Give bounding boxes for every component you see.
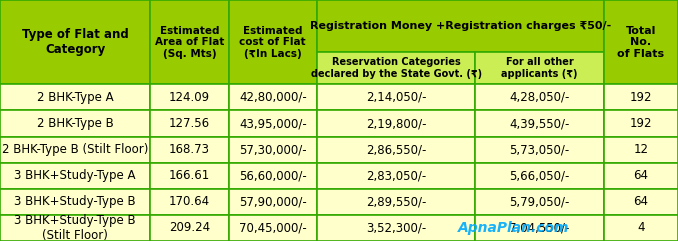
Bar (317, 137, 475, 163)
Text: 64: 64 (633, 169, 648, 182)
Bar (604, 163, 678, 189)
Text: 2 BHK-Type B (Stilt Floor): 2 BHK-Type B (Stilt Floor) (2, 143, 148, 156)
Text: 5,66,050/-: 5,66,050/- (509, 169, 570, 182)
Bar (604, 189, 678, 215)
Bar (317, 163, 475, 189)
Text: 2,86,550/-: 2,86,550/- (366, 143, 426, 156)
Bar (0, 0, 151, 84)
Bar (475, 137, 604, 163)
Text: Estimated
Area of Flat
(Sq. Mts): Estimated Area of Flat (Sq. Mts) (155, 26, 224, 59)
Text: Registration Money +Registration charges ₹50/-: Registration Money +Registration charges… (310, 21, 611, 31)
Text: 5,79,050/-: 5,79,050/- (509, 195, 570, 208)
Text: 124.09: 124.09 (169, 91, 210, 104)
Text: 2,14,050/-: 2,14,050/- (366, 91, 426, 104)
Text: Reservation Categories
declared by the State Govt. (₹): Reservation Categories declared by the S… (311, 58, 482, 79)
Text: Estimated
cost of Flat
(₹In Lacs): Estimated cost of Flat (₹In Lacs) (239, 26, 306, 59)
Bar (151, 189, 228, 215)
Text: 57,90,000/-: 57,90,000/- (239, 195, 306, 208)
Bar (0, 84, 151, 110)
Text: 4,28,050/-: 4,28,050/- (509, 91, 570, 104)
Bar (0, 163, 151, 189)
Bar (604, 137, 678, 163)
Bar (151, 0, 228, 84)
Bar (604, 110, 678, 137)
Bar (228, 84, 317, 110)
Text: 2,19,800/-: 2,19,800/- (366, 117, 426, 130)
Bar (317, 52, 475, 84)
Bar (317, 84, 475, 110)
Bar (228, 0, 317, 84)
Text: 170.64: 170.64 (169, 195, 210, 208)
Bar (228, 110, 317, 137)
Bar (604, 215, 678, 241)
Text: ApnaPlan.com: ApnaPlan.com (458, 221, 570, 235)
Bar (228, 189, 317, 215)
Text: 43,95,000/-: 43,95,000/- (239, 117, 306, 130)
Text: 12: 12 (633, 143, 648, 156)
Text: 64: 64 (633, 195, 648, 208)
Text: 42,80,000/-: 42,80,000/- (239, 91, 306, 104)
Bar (228, 215, 317, 241)
Bar (475, 52, 604, 84)
Text: 3,52,300/-: 3,52,300/- (366, 221, 426, 234)
Text: 56,60,000/-: 56,60,000/- (239, 169, 306, 182)
Text: 2,83,050/-: 2,83,050/- (366, 169, 426, 182)
Text: 2,89,550/-: 2,89,550/- (366, 195, 426, 208)
Bar (475, 215, 604, 241)
Bar (604, 84, 678, 110)
Bar (475, 110, 604, 137)
Text: 3 BHK+Study-Type B
(Stilt Floor): 3 BHK+Study-Type B (Stilt Floor) (14, 214, 136, 241)
Bar (0, 215, 151, 241)
Bar (228, 163, 317, 189)
Bar (0, 110, 151, 137)
Bar (151, 137, 228, 163)
Text: 2 BHK-Type A: 2 BHK-Type A (37, 91, 113, 104)
Text: 2 BHK-Type B: 2 BHK-Type B (37, 117, 114, 130)
Text: 7,04,550/-: 7,04,550/- (509, 221, 570, 234)
Bar (151, 110, 228, 137)
Bar (0, 189, 151, 215)
Text: Type of Flat and
Category: Type of Flat and Category (22, 28, 129, 56)
Text: 3 BHK+Study-Type B: 3 BHK+Study-Type B (14, 195, 136, 208)
Bar (604, 0, 678, 84)
Text: 70,45,000/-: 70,45,000/- (239, 221, 306, 234)
Bar (317, 189, 475, 215)
Bar (151, 84, 228, 110)
Bar (475, 84, 604, 110)
Bar (151, 215, 228, 241)
Bar (317, 110, 475, 137)
Text: 209.24: 209.24 (169, 221, 210, 234)
Text: 166.61: 166.61 (169, 169, 210, 182)
Text: Total
No.
of Flats: Total No. of Flats (618, 26, 664, 59)
Text: For all other
applicants (₹): For all other applicants (₹) (501, 58, 578, 79)
Text: 192: 192 (630, 91, 652, 104)
Bar (475, 189, 604, 215)
Text: 168.73: 168.73 (169, 143, 210, 156)
Text: 5,73,050/-: 5,73,050/- (509, 143, 570, 156)
Text: 127.56: 127.56 (169, 117, 210, 130)
Text: 57,30,000/-: 57,30,000/- (239, 143, 306, 156)
Bar (317, 0, 604, 52)
Bar (228, 137, 317, 163)
Text: 3 BHK+Study-Type A: 3 BHK+Study-Type A (14, 169, 136, 182)
Text: 4: 4 (637, 221, 645, 234)
Bar (151, 163, 228, 189)
Bar (475, 163, 604, 189)
Text: 192: 192 (630, 117, 652, 130)
Bar (317, 215, 475, 241)
Text: 4,39,550/-: 4,39,550/- (509, 117, 570, 130)
Bar (0, 137, 151, 163)
